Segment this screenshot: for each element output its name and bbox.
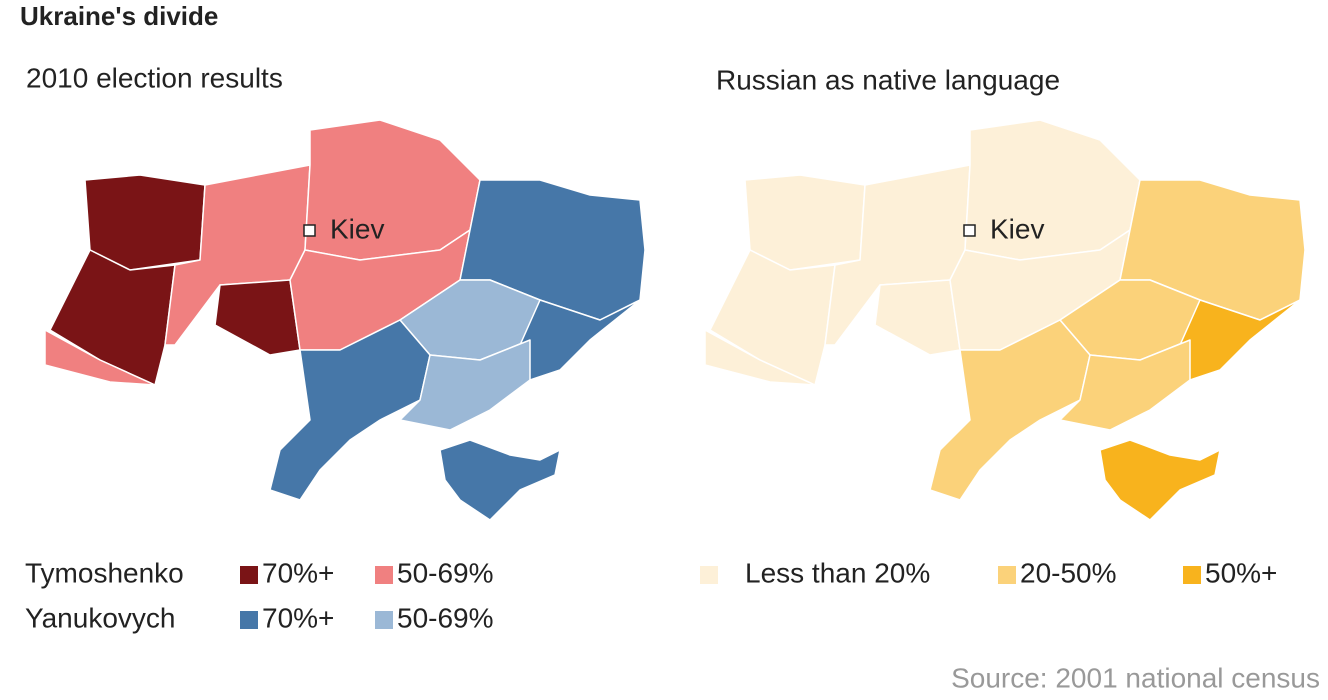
region (439, 439, 561, 521)
legend-group: Tymoshenko (25, 557, 184, 588)
map: Kiev (704, 119, 1306, 521)
legend-label: 70%+ (262, 557, 334, 588)
legend-swatch (240, 611, 258, 629)
legend-label: 50-69% (397, 602, 494, 633)
legend-label: 50%+ (1205, 557, 1277, 588)
city-label: Kiev (330, 213, 384, 244)
map-title: Russian as native language (716, 64, 1060, 95)
legend-label: 20-50% (1020, 557, 1117, 588)
region (214, 279, 301, 356)
source: Source: 2001 national census (951, 662, 1320, 693)
region (704, 329, 816, 386)
city-marker (963, 224, 976, 237)
region (929, 319, 1091, 501)
legend-label: Less than 20% (745, 557, 930, 588)
legend-swatch (240, 566, 258, 584)
legend-group: Yanukovych (25, 602, 175, 633)
map: Kiev (44, 119, 646, 521)
region (1059, 339, 1191, 431)
city-label: Kiev (990, 213, 1044, 244)
legend-label: 50-69% (397, 557, 494, 588)
city-marker (303, 224, 316, 237)
legend-swatch (998, 566, 1016, 584)
legend-swatch (375, 566, 393, 584)
region (269, 319, 431, 501)
page-title: Ukraine's divide (20, 1, 218, 31)
region (399, 339, 531, 431)
legend-label: 70%+ (262, 602, 334, 633)
region (874, 279, 961, 356)
map-title: 2010 election results (26, 62, 283, 93)
region (1099, 439, 1221, 521)
region (44, 329, 156, 386)
legend-swatch (1183, 566, 1201, 584)
legend-swatch (375, 611, 393, 629)
legend-swatch (700, 566, 718, 584)
